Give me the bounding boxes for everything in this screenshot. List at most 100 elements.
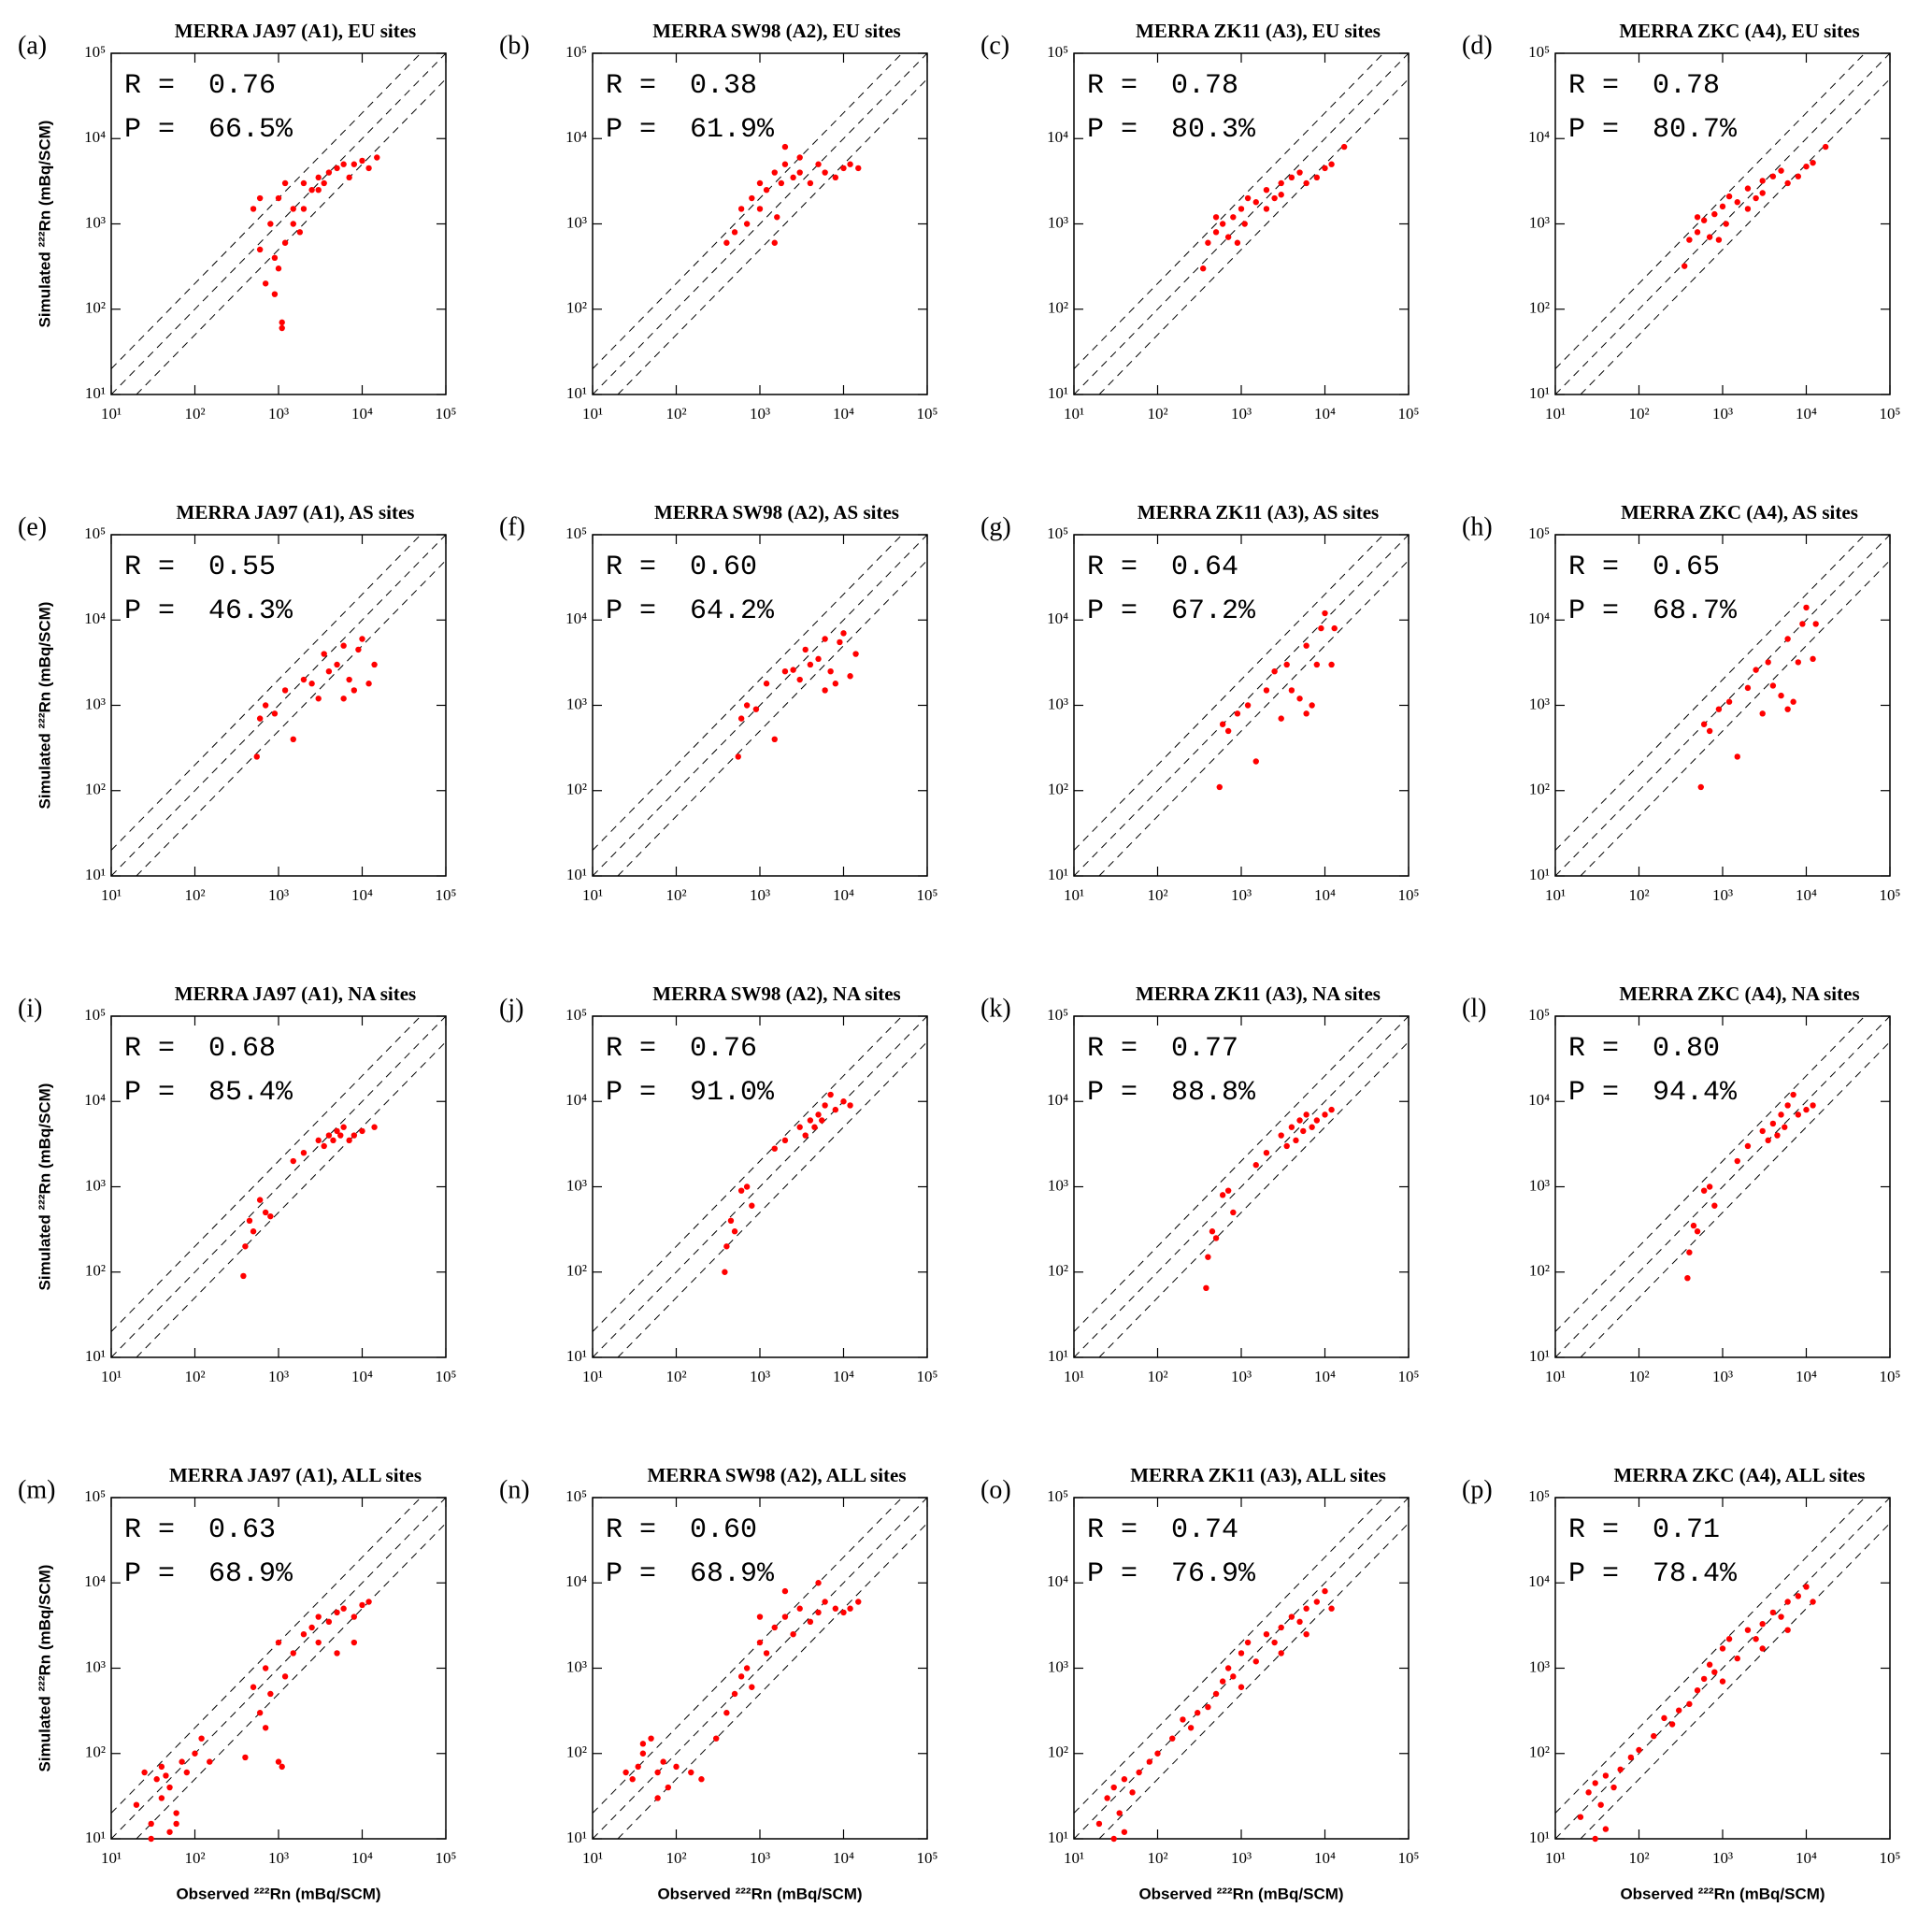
- y-tick-label: 10⁵: [1047, 1487, 1068, 1505]
- y-tick-label: 10⁴: [565, 1572, 587, 1590]
- point: [1154, 1750, 1161, 1757]
- point: [1169, 1735, 1176, 1742]
- reference-line: [1073, 534, 1410, 877]
- point: [1121, 1829, 1128, 1835]
- chart-title: MERRA JA97 (A1), EU sites: [175, 20, 416, 42]
- chart-title: MERRA ZK11 (A3), ALL sites: [1130, 1464, 1386, 1486]
- reference-line: [1580, 1523, 1891, 1840]
- point: [1212, 1690, 1220, 1698]
- y-tick-label: 10⁵: [565, 1006, 587, 1024]
- point: [1303, 642, 1309, 649]
- point: [749, 1684, 755, 1690]
- point: [1602, 1826, 1610, 1832]
- point: [660, 1758, 666, 1765]
- point: [300, 1630, 308, 1638]
- point: [1095, 1820, 1103, 1828]
- y-tick-label: 10¹: [85, 1829, 106, 1846]
- y-tick-label: 10¹: [566, 1347, 587, 1365]
- point: [271, 710, 279, 717]
- point: [1216, 783, 1223, 791]
- point: [822, 636, 828, 642]
- reference-line: [1073, 1015, 1410, 1358]
- point: [822, 1102, 828, 1109]
- x-tick-label: 10³: [750, 405, 770, 423]
- point: [807, 179, 814, 187]
- point: [1209, 1228, 1216, 1235]
- annotation: P = 61.9%: [606, 114, 775, 146]
- point: [1734, 753, 1740, 760]
- point: [275, 194, 282, 202]
- point: [1313, 1117, 1321, 1124]
- y-tick-label: 10²: [1048, 1743, 1068, 1761]
- point: [250, 1228, 257, 1235]
- point: [1700, 721, 1708, 727]
- x-tick-label: 10⁴: [1796, 886, 1817, 904]
- point: [1288, 1124, 1295, 1130]
- point: [1759, 190, 1766, 196]
- x-tick-label: 10²: [1147, 1849, 1167, 1867]
- point: [1195, 1710, 1201, 1716]
- point: [1238, 1650, 1245, 1657]
- annotation: R = 0.74: [1087, 1514, 1238, 1546]
- chart-title: MERRA SW98 (A2), NA sites: [652, 983, 900, 1005]
- x-tick-label: 10¹: [101, 1368, 122, 1385]
- point: [1252, 199, 1259, 206]
- point: [308, 186, 315, 194]
- reference-line: [1098, 1523, 1410, 1840]
- point: [166, 1829, 173, 1835]
- y-tick-label: 10²: [1529, 299, 1550, 317]
- reference-line: [136, 1523, 447, 1840]
- point: [275, 265, 282, 272]
- point: [1661, 1714, 1667, 1722]
- point: [749, 194, 755, 202]
- y-tick-label: 10³: [1048, 1657, 1068, 1675]
- point: [1795, 173, 1802, 179]
- point: [1711, 1669, 1718, 1675]
- point: [179, 1758, 185, 1765]
- x-axis-label: Observed ²²²Rn (mBq/SCM): [176, 1885, 380, 1902]
- point: [281, 687, 289, 694]
- panel-label: (i): [18, 994, 42, 1023]
- point: [315, 174, 322, 181]
- point: [1244, 194, 1252, 202]
- point: [1205, 1703, 1211, 1711]
- x-tick-label: 10⁴: [1314, 1849, 1336, 1867]
- chart-title: MERRA JA97 (A1), NA sites: [175, 983, 416, 1005]
- point: [330, 1137, 336, 1144]
- x-tick-label: 10⁴: [833, 405, 854, 423]
- point: [340, 1124, 347, 1130]
- point: [256, 1710, 264, 1716]
- x-tick-label: 10²: [184, 1368, 205, 1385]
- point: [1219, 1192, 1226, 1198]
- point: [1283, 661, 1290, 668]
- x-tick-label: 10⁴: [833, 1849, 854, 1867]
- x-tick-label: 10⁵: [1398, 405, 1420, 423]
- point: [1263, 206, 1270, 212]
- y-tick-label: 10⁵: [1528, 1487, 1550, 1505]
- point: [1706, 1183, 1713, 1190]
- y-tick-label: 10⁴: [1528, 1572, 1550, 1590]
- point: [1110, 1835, 1117, 1843]
- point: [811, 1124, 818, 1130]
- reference-line: [1554, 52, 1866, 369]
- point: [790, 1630, 796, 1638]
- point: [1212, 214, 1220, 221]
- point: [1322, 1112, 1328, 1118]
- point: [1711, 1202, 1718, 1209]
- y-tick-label: 10²: [1048, 781, 1068, 798]
- point: [281, 179, 289, 187]
- y-tick-label: 10⁵: [84, 1487, 106, 1505]
- y-tick-label: 10³: [85, 213, 106, 231]
- x-tick-label: 10³: [1712, 405, 1733, 423]
- point: [262, 1725, 269, 1731]
- point: [1759, 1620, 1766, 1628]
- y-tick-label: 10³: [566, 1657, 587, 1675]
- annotation: R = 0.77: [1087, 1033, 1238, 1065]
- y-tick-label: 10¹: [1048, 384, 1068, 402]
- point: [1203, 1284, 1209, 1292]
- point: [1263, 1630, 1270, 1638]
- annotation: R = 0.80: [1568, 1033, 1720, 1065]
- x-tick-label: 10¹: [1545, 1368, 1566, 1385]
- point: [173, 1820, 179, 1828]
